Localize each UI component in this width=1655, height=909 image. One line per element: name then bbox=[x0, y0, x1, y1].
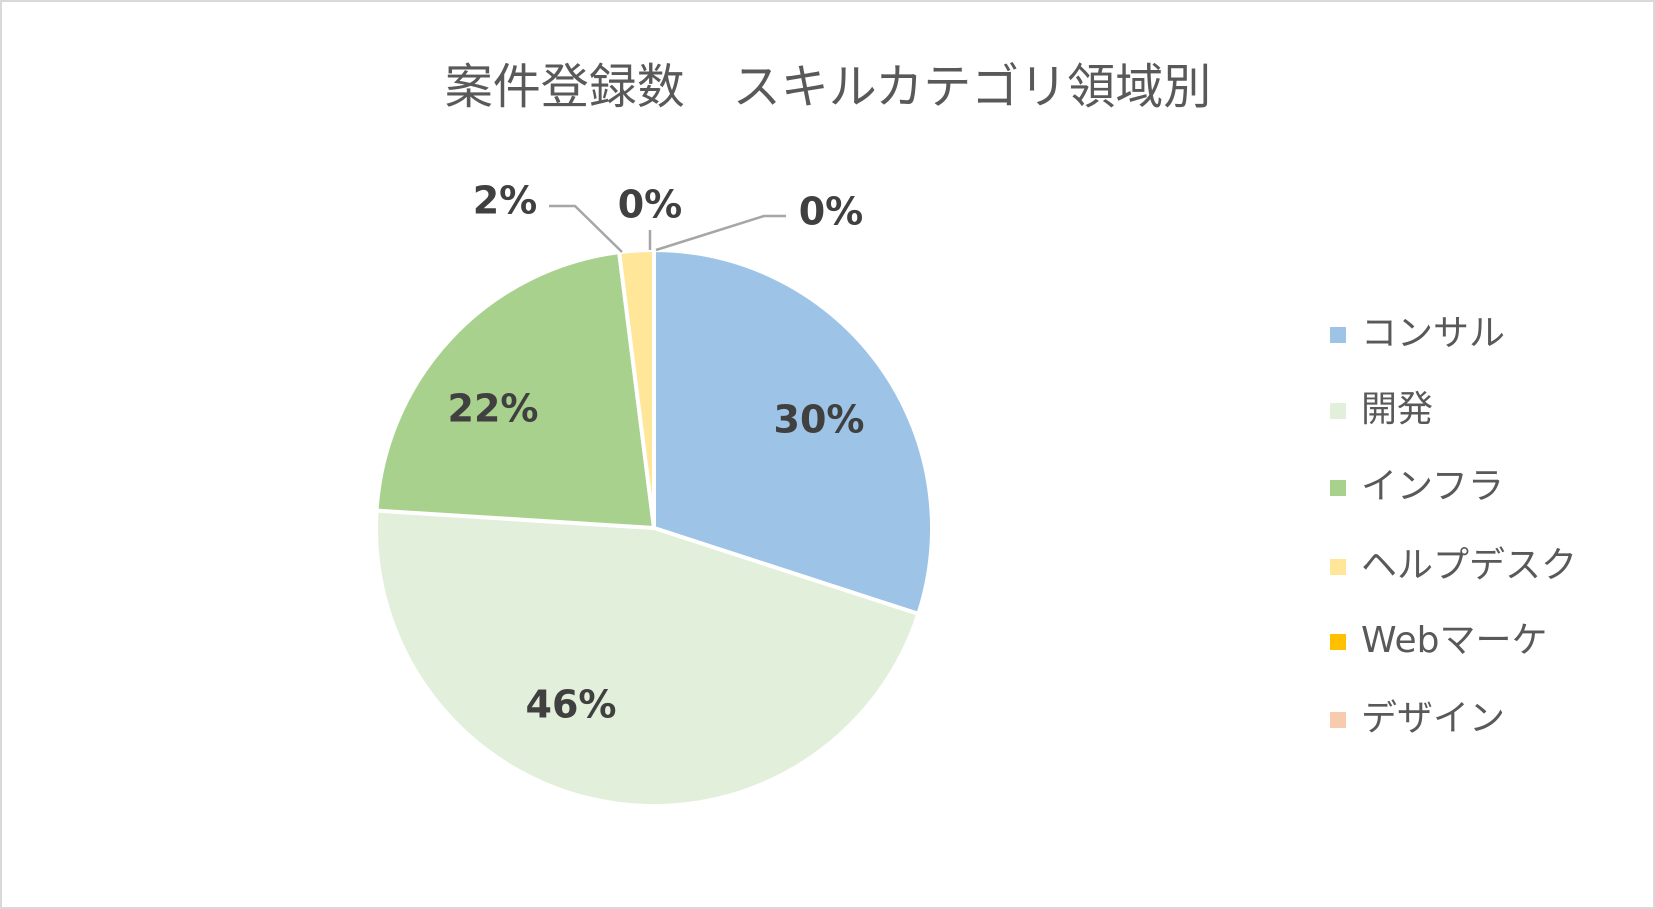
legend-swatch bbox=[1330, 559, 1346, 575]
legend-label: コンサル bbox=[1361, 313, 1505, 354]
leader-line bbox=[549, 204, 623, 253]
legend-label: 開発 bbox=[1361, 389, 1433, 430]
legend-swatch bbox=[1330, 634, 1346, 650]
data-label: 0% bbox=[618, 183, 683, 227]
leader-line bbox=[655, 214, 786, 252]
data-label: 2% bbox=[473, 179, 538, 223]
data-label: 0% bbox=[799, 190, 864, 234]
data-label: 46% bbox=[526, 683, 617, 727]
data-label: 30% bbox=[774, 398, 865, 442]
legend-label: インフラ bbox=[1361, 466, 1504, 507]
legend-swatch bbox=[1330, 480, 1346, 496]
legend-label: ヘルプデスク bbox=[1361, 545, 1577, 586]
legend-swatch bbox=[1330, 403, 1346, 419]
legend-swatch bbox=[1330, 327, 1346, 343]
data-label: 22% bbox=[448, 387, 539, 431]
pie-slice bbox=[374, 249, 657, 531]
pie-slice bbox=[374, 508, 921, 808]
legend-swatch bbox=[1330, 712, 1346, 728]
pie-slice bbox=[652, 247, 934, 617]
chart-title: 案件登録数 スキルカテゴリ領域別 bbox=[445, 59, 1212, 115]
legend-label: Webマーケ bbox=[1361, 620, 1548, 661]
legend-label: デザイン bbox=[1361, 698, 1505, 739]
